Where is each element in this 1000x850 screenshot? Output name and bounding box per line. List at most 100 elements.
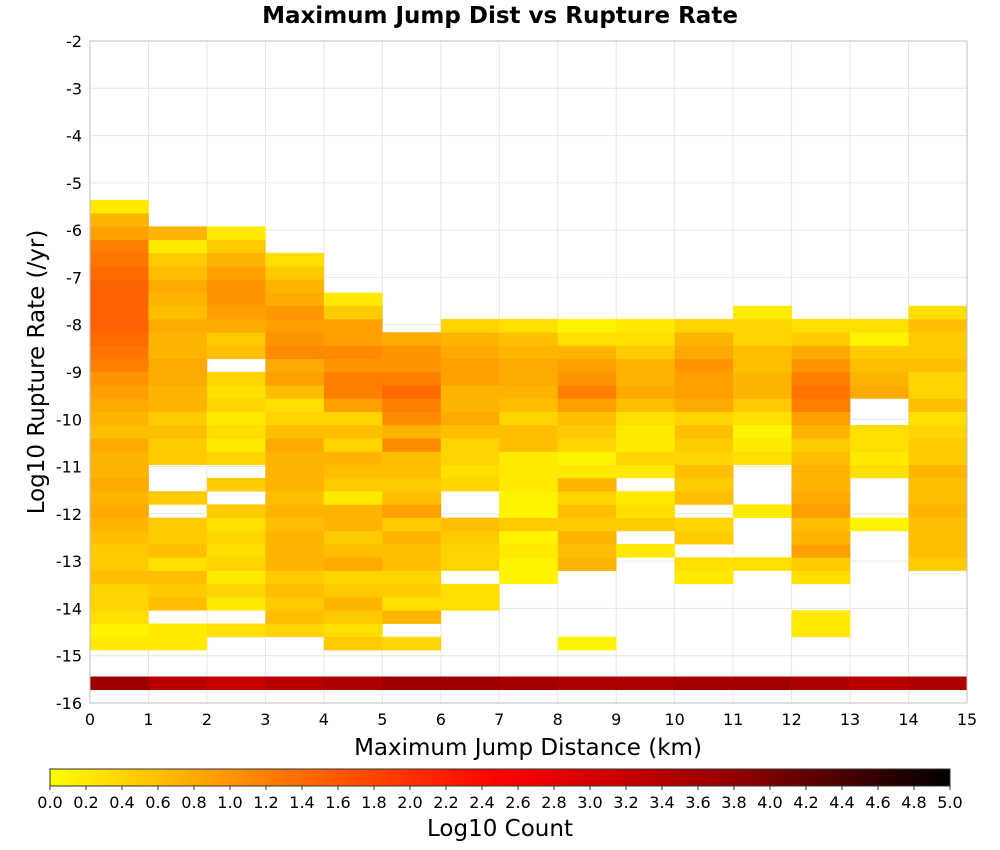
colorbar-tick-label: 4.0	[757, 793, 782, 812]
heatmap-cell	[265, 517, 325, 532]
heatmap-cell	[90, 398, 149, 413]
heatmap-cell	[791, 504, 851, 518]
x-tick-label: 15	[957, 710, 977, 729]
heatmap-cell	[206, 557, 266, 571]
plot-frame	[89, 40, 968, 704]
heatmap-cell	[148, 583, 208, 598]
heatmap-cell	[499, 438, 559, 452]
heatmap-cell	[148, 424, 208, 439]
heatmap-cell	[440, 597, 500, 611]
heatmap-cell	[206, 411, 266, 426]
heatmap-cell	[90, 464, 149, 479]
heatmap-cell	[265, 438, 325, 452]
heatmap-cell	[148, 570, 208, 585]
heatmap-cell	[323, 305, 383, 320]
heatmap-cell	[323, 398, 383, 413]
heatmap-cell	[499, 570, 559, 585]
heatmap-cell	[323, 517, 383, 532]
heatmap-cell	[323, 451, 383, 465]
heatmap-cell	[908, 504, 968, 518]
heatmap-cell	[90, 530, 149, 545]
heatmap-cell	[557, 372, 617, 386]
heatmap-cell	[733, 319, 792, 333]
heatmap-cell	[323, 583, 383, 598]
heatmap-cell	[440, 332, 500, 346]
heatmap-cell	[90, 305, 149, 320]
heatmap-cell	[265, 385, 325, 399]
heatmap-cell	[733, 398, 792, 413]
heatmap-cell	[323, 623, 383, 638]
heatmap-cell	[323, 676, 383, 691]
colorbar-tick-label: 4.4	[829, 793, 854, 812]
heatmap-cell	[148, 597, 208, 611]
colorbar-tick-label: 3.2	[613, 793, 638, 812]
heatmap-cell	[323, 292, 383, 307]
heatmap-cell	[674, 411, 734, 426]
heatmap-cell	[148, 252, 208, 267]
colorbar-tick-label: 1.8	[361, 793, 386, 812]
heatmap-cell	[148, 239, 208, 254]
heatmap-cell	[440, 372, 500, 386]
y-tick-label: -11	[56, 458, 82, 477]
heatmap-cell	[90, 451, 149, 465]
heatmap-cell	[674, 319, 734, 333]
heatmap-cell	[440, 358, 500, 373]
colorbar-tick-label: 3.4	[649, 793, 674, 812]
heatmap-cell	[791, 424, 851, 439]
heatmap-cell	[733, 372, 792, 386]
colorbar-tick-label: 0.4	[109, 793, 134, 812]
heatmap-cell	[791, 610, 851, 624]
heatmap-cell	[850, 451, 909, 465]
heatmap-cell	[557, 411, 617, 426]
heatmap-cell	[382, 530, 442, 545]
heatmap-cell	[206, 424, 266, 439]
heatmap-cell	[499, 385, 559, 399]
heatmap-cell	[908, 372, 968, 386]
heatmap-cell	[791, 623, 851, 638]
heatmap-cell	[440, 385, 500, 399]
heatmap-cell	[499, 358, 559, 373]
heatmap-cell	[265, 557, 325, 571]
heatmap-cell	[148, 676, 208, 691]
heatmap-cell	[148, 398, 208, 413]
heatmap-cell	[206, 477, 266, 492]
heatmap-cell	[90, 199, 149, 214]
heatmap-cell	[616, 345, 675, 360]
heatmap-cell	[206, 504, 266, 518]
heatmap-cell	[265, 345, 325, 360]
heatmap-cell	[206, 438, 266, 452]
heatmap-cell	[323, 477, 383, 492]
heatmap-cell	[206, 517, 266, 532]
heatmap-cell	[90, 491, 149, 505]
y-tick-label: -7	[66, 268, 82, 287]
x-tick-label: 6	[436, 710, 446, 729]
heatmap-cell	[499, 477, 559, 492]
heatmap-cell	[90, 345, 149, 360]
heatmap-cell	[674, 557, 734, 571]
heatmap-cell	[382, 676, 442, 691]
heatmap-cell	[733, 451, 792, 465]
y-tick-label: -4	[66, 127, 82, 146]
heatmap-cell	[90, 438, 149, 452]
colorbar-tick-label: 2.4	[469, 793, 494, 812]
heatmap-cell	[908, 464, 968, 479]
heatmap-cell	[90, 544, 149, 558]
heatmap-cell	[733, 345, 792, 360]
heatmap-cell	[791, 372, 851, 386]
heatmap-cell	[382, 438, 442, 452]
heatmap-cell	[850, 319, 909, 333]
heatmap-cell	[265, 279, 325, 293]
heatmap-cell	[382, 451, 442, 465]
heatmap-cell	[265, 676, 325, 691]
colorbar-label: Log10 Count	[427, 816, 573, 842]
heatmap-cell	[382, 345, 442, 360]
heatmap-cell	[148, 411, 208, 426]
x-tick-label: 11	[723, 710, 743, 729]
heatmap-cell	[90, 292, 149, 307]
heatmap-cell	[616, 464, 675, 479]
heatmap-cell	[323, 345, 383, 360]
heatmap-cell	[382, 477, 442, 492]
colorbar-tick-label: 0.8	[181, 793, 206, 812]
heatmap-cell	[90, 358, 149, 373]
heatmap-cell	[382, 583, 442, 598]
